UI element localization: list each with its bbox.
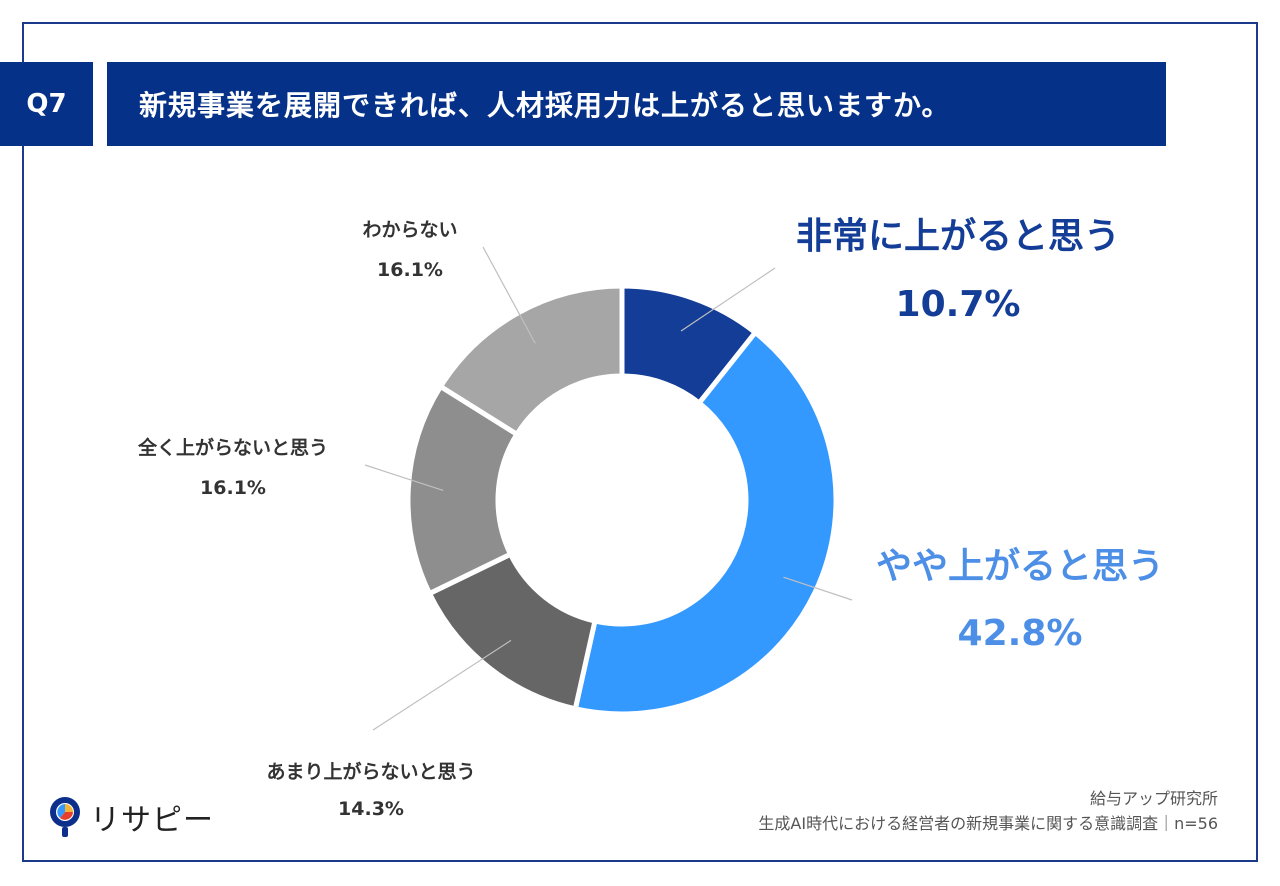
category-label-dont-know: わからない: [362, 219, 457, 241]
leader-line-very-likely: [680, 267, 776, 332]
category-label-not-much: あまり上がらないと思う: [266, 760, 475, 783]
brand-logo: リサピー: [48, 795, 214, 839]
source-org: 給与アップ研究所: [1089, 789, 1218, 808]
source-note: 給与アップ研究所 生成AI時代における経営者の新規事業に関する意識調査｜n=56: [758, 786, 1218, 836]
value-label-dont-know: 16.1%: [377, 259, 443, 281]
slide-frame: [22, 22, 1258, 862]
lightbulb-pie-icon: [50, 797, 80, 837]
value-label-not-much: 14.3%: [338, 798, 404, 820]
question-title: 新規事業を展開できれば、人材採用力は上がると思いますか。: [107, 62, 1166, 146]
category-label-somewhat-likely: やや上がると思う: [876, 546, 1164, 587]
value-label-somewhat-likely: 42.8%: [958, 613, 1083, 654]
leader-line-somewhat-likely: [783, 576, 853, 601]
category-label-not-at-all: 全く上がらないと思う: [137, 436, 328, 459]
leader-line-not-much: [372, 639, 512, 731]
brand-name: リサピー: [90, 803, 214, 838]
donut-slice-somewhat-likely: [572, 329, 839, 717]
donut-slice-dont-know: [437, 283, 625, 438]
value-label-very-likely: 10.7%: [896, 284, 1021, 325]
value-label-not-at-all: 16.1%: [200, 477, 266, 499]
leader-line-not-at-all: [364, 464, 444, 492]
question-number-badge: Q7: [0, 62, 93, 146]
leader-line-dont-know: [482, 246, 536, 344]
source-survey: 生成AI時代における経営者の新規事業に関する意識調査｜n=56: [758, 814, 1218, 833]
category-label-very-likely: 非常に上がると思う: [796, 216, 1120, 257]
